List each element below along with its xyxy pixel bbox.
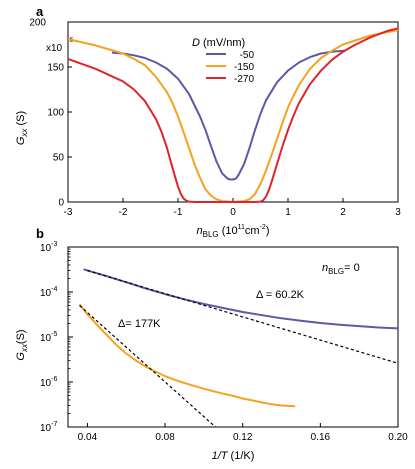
a-series-line-2 xyxy=(67,27,399,203)
b-series-line-1 xyxy=(78,303,296,408)
panel-b-label: b xyxy=(36,226,44,241)
legend-entry-1: -150 xyxy=(234,62,254,73)
b-y-tick-label: 10-4 xyxy=(40,286,57,299)
annotation-gap-60: Δ = 60.2K xyxy=(256,289,305,301)
a-y-tick-label: 150 xyxy=(47,63,64,74)
b-y-tick-label: 10-7 xyxy=(40,421,57,434)
panel-a-label: a xyxy=(36,4,44,19)
a-x-tick-label: -2 xyxy=(119,207,128,218)
panel-a-series xyxy=(67,27,399,203)
a-series-line-0 xyxy=(111,49,346,181)
a-x-tick-label: 0 xyxy=(230,207,236,218)
svg-text:Gxx (S): Gxx (S) xyxy=(15,111,29,145)
a-x-tick-label: -3 xyxy=(64,207,73,218)
b-fit-line-3 xyxy=(79,305,216,427)
legend-entry-2: -270 xyxy=(234,74,254,85)
b-y-tick-label: 10-6 xyxy=(40,376,57,389)
b-x-tick-label: 0.12 xyxy=(233,432,253,443)
a-y-tick-label: 0 xyxy=(58,198,64,209)
panel-b-y-ticks: 10-7 10-6 10-5 10-4 10-3 xyxy=(40,241,73,434)
panel-b-x-ticks: 0.04 0.08 0.12 0.16 0.20 xyxy=(78,423,408,443)
panel-b-x-label: 1/T (1/K) xyxy=(212,450,255,462)
b-x-tick-label: 0.16 xyxy=(311,432,331,443)
a-y-tick-label: 50 xyxy=(53,153,65,164)
a-x-tick-label: 3 xyxy=(395,207,401,218)
panel-a-y-label: Gxx (S) xyxy=(15,111,29,145)
panel-b-series xyxy=(78,268,398,427)
b-x-tick-label: 0.20 xyxy=(388,432,408,443)
b-x-tick-label: 0.04 xyxy=(78,432,98,443)
b-fit-line-2 xyxy=(87,269,398,364)
a-series-line-1 xyxy=(67,29,399,203)
panel-b-frame xyxy=(67,246,399,428)
panel-a-legend: D (mV/nm) -50-150-270 xyxy=(192,37,254,85)
panel-a-x-label: nBLG (1011cm-2) xyxy=(197,224,270,239)
a-x-tick-label: -1 xyxy=(174,207,183,218)
b-series-line-0 xyxy=(83,268,398,330)
a-y-tick-label: 100 xyxy=(47,108,64,119)
panel-a-y-multiplier-x10: x10 xyxy=(46,43,63,54)
panel-a-x-ticks: -3 -2 -1 0 1 2 3 xyxy=(64,198,401,218)
a-x-tick-label: 1 xyxy=(285,207,291,218)
b-y-tick-label: 10-3 xyxy=(40,241,57,254)
panel-b: b 0.04 0.08 0.12 0.16 0.20 10-710-610-510-41… xyxy=(15,226,408,462)
legend-entry-0: -50 xyxy=(240,50,255,61)
a-x-tick-label: 2 xyxy=(340,207,346,218)
annotation-gap-177: Δ= 177K xyxy=(118,318,161,330)
b-x-tick-label: 0.08 xyxy=(155,432,175,443)
b-y-tick-label: 10-5 xyxy=(40,331,57,344)
panel-b-y-label: Gxx(S) xyxy=(15,329,29,360)
panel-a-y-ticks: 0 50 100 150 200 xyxy=(29,18,72,209)
a-y-tick-label: 200 xyxy=(29,18,46,29)
svg-text:Gxx(S): Gxx(S) xyxy=(15,329,29,360)
inset-label-nblg: nBLG= 0 xyxy=(322,262,360,276)
legend-title: D (mV/nm) xyxy=(192,37,245,49)
